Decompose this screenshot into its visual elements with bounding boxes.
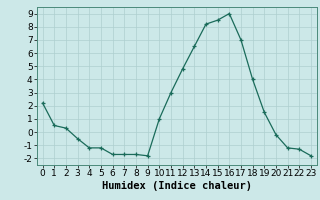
X-axis label: Humidex (Indice chaleur): Humidex (Indice chaleur) [102, 181, 252, 191]
